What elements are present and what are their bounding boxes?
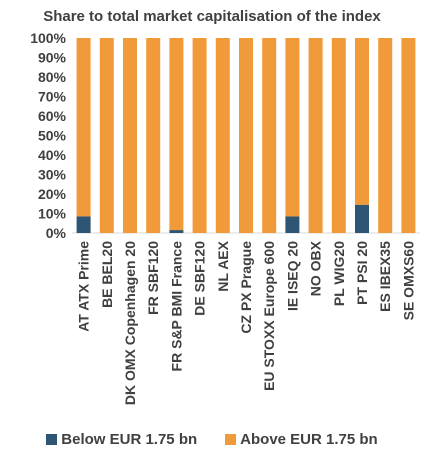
y-tick-label: 80% bbox=[38, 69, 67, 85]
bar-segment-above bbox=[331, 38, 346, 233]
x-tick-label: EU STOXX Europe 600 bbox=[261, 241, 277, 391]
y-tick-label: 0% bbox=[46, 225, 67, 241]
x-tick-label: AT ATX Prime bbox=[76, 241, 92, 332]
y-tick-label: 50% bbox=[38, 128, 67, 144]
y-tick-label: 30% bbox=[38, 167, 67, 183]
chart-title: Share to total market capitalisation of … bbox=[43, 8, 381, 25]
legend-item-below: Below EUR 1.75 bn bbox=[46, 431, 197, 448]
x-tick-label: DK OMX Copenhagen 20 bbox=[122, 241, 138, 405]
bar-segment-below bbox=[285, 216, 300, 233]
x-tick-label: BE BEL20 bbox=[99, 241, 115, 308]
bar-segment-above bbox=[308, 38, 323, 233]
x-tick-label: PT PSI 20 bbox=[354, 241, 370, 305]
bar-segment-above bbox=[169, 38, 184, 231]
legend: Below EUR 1.75 bn Above EUR 1.75 bn bbox=[0, 431, 424, 448]
y-tick-label: 90% bbox=[38, 50, 67, 66]
x-axis: AT ATX Prime BE BEL20 DK OMX Copenhagen 20… bbox=[76, 240, 417, 405]
bar-segment-above bbox=[378, 38, 393, 233]
x-tick-label: SE OMXS60 bbox=[400, 241, 416, 321]
x-tick-label: IE ISEQ 20 bbox=[284, 241, 300, 311]
legend-label-below: Below EUR 1.75 bn bbox=[61, 431, 198, 448]
legend-swatch-below bbox=[46, 434, 58, 445]
x-tick-label: FR SBF120 bbox=[145, 241, 161, 315]
y-tick-label: 70% bbox=[38, 89, 67, 105]
legend-label-above: Above EUR 1.75 bn bbox=[240, 431, 378, 448]
x-tick-label: NO OBX bbox=[308, 240, 324, 296]
y-tick-label: 100% bbox=[30, 30, 66, 46]
x-tick-label: DE SBF120 bbox=[192, 241, 208, 316]
y-tick-label: 40% bbox=[38, 147, 67, 163]
x-tick-label: ES IBEX35 bbox=[377, 241, 393, 312]
y-tick-label: 60% bbox=[38, 108, 67, 124]
bar-segment-above bbox=[76, 38, 91, 217]
bar-segment-above bbox=[192, 38, 207, 233]
x-tick-label: CZ PX Prague bbox=[238, 241, 254, 334]
bar-segment-above bbox=[401, 38, 416, 233]
bar-segment-above bbox=[239, 38, 253, 233]
x-tick-label: PL WIG20 bbox=[331, 241, 347, 306]
bars bbox=[76, 38, 416, 233]
bar-segment-above bbox=[215, 38, 230, 233]
y-tick-label: 20% bbox=[38, 186, 67, 202]
x-tick-label: FR S&P BMI France bbox=[168, 241, 184, 372]
bar-segment-above bbox=[355, 38, 369, 205]
legend-item-above: Above EUR 1.75 bn bbox=[225, 431, 378, 448]
y-tick-label: 10% bbox=[38, 206, 67, 222]
bar-segment-below bbox=[169, 230, 184, 233]
bar-segment-above bbox=[262, 38, 277, 233]
bar-segment-below bbox=[355, 204, 369, 233]
bar-segment-above bbox=[146, 38, 161, 233]
bar-segment-above bbox=[123, 38, 137, 233]
legend-swatch-above bbox=[225, 434, 237, 445]
bar-segment-above bbox=[99, 38, 114, 233]
bar-segment-below bbox=[76, 216, 91, 233]
x-tick-label: NL AEX bbox=[215, 240, 231, 291]
bar-segment-above bbox=[285, 38, 300, 217]
y-axis: 0% 10% 20% 30% 40% 50% 60% 70% 80% 90% 100% bbox=[30, 30, 420, 241]
